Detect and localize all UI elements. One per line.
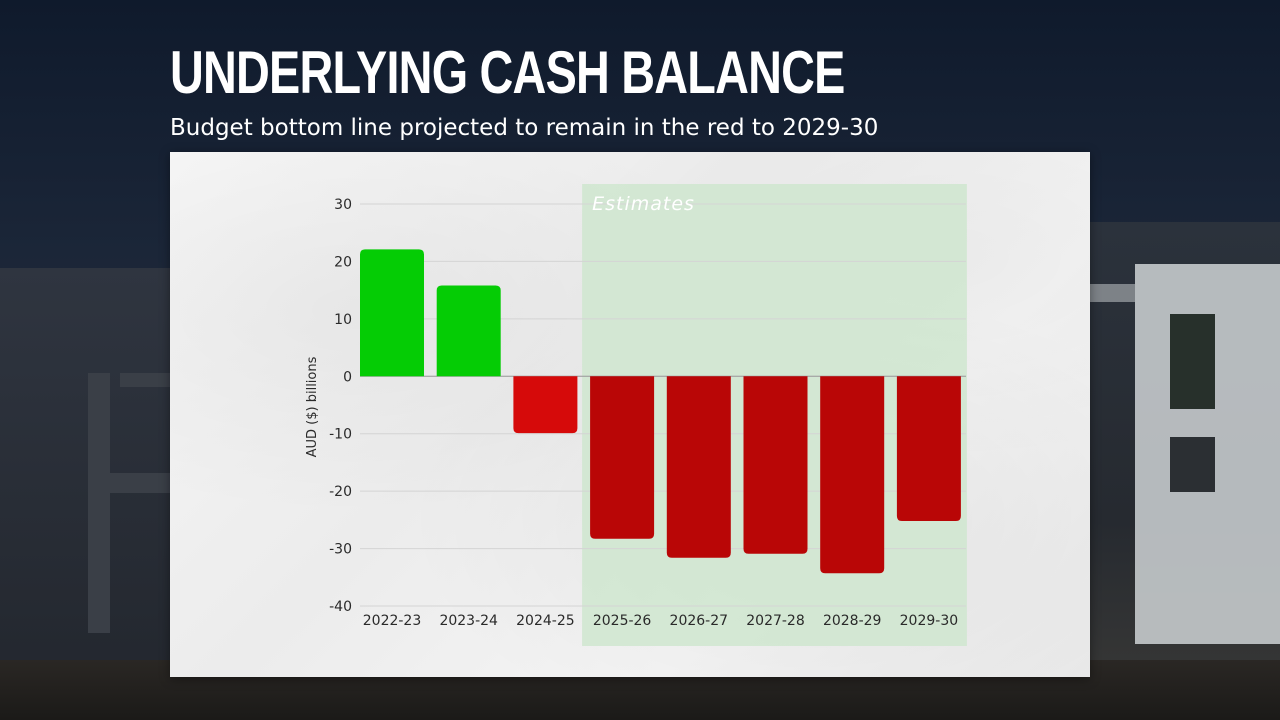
y-axis-label: AUD ($) billions bbox=[305, 356, 320, 457]
y-tick-label: -30 bbox=[329, 542, 352, 558]
y-tick-label: 0 bbox=[343, 369, 352, 385]
x-tick-label: 2029-30 bbox=[900, 613, 959, 629]
bar-2023-24 bbox=[436, 285, 501, 377]
x-tick-label: 2023-24 bbox=[439, 613, 498, 629]
y-tick-label: 20 bbox=[334, 254, 352, 270]
page-title: UNDERLYING CASH BALANCE bbox=[170, 39, 845, 106]
x-tick-label: 2024-25 bbox=[516, 613, 575, 629]
bar-2022-23 bbox=[360, 249, 424, 377]
bar-2024-25 bbox=[513, 376, 578, 434]
background-building-right bbox=[1085, 222, 1280, 720]
x-tick-label: 2022-23 bbox=[363, 613, 422, 629]
bar-2029-30 bbox=[896, 376, 961, 522]
x-tick-label: 2027-28 bbox=[746, 613, 805, 629]
bar-chart: Estimates 30 20 10 0 -10 -20 -30 -40 AUD ($) bill… bbox=[305, 184, 967, 646]
chart-panel: Estimates 30 20 10 0 -10 -20 -30 -40 AUD ($) bill… bbox=[170, 152, 1090, 677]
y-tick-label: -20 bbox=[329, 484, 352, 500]
x-tick-label: 2026-27 bbox=[670, 613, 729, 629]
bar-2028-29 bbox=[820, 376, 885, 574]
page-subtitle: Budget bottom line projected to remain i… bbox=[170, 115, 879, 141]
y-tick-label: 10 bbox=[334, 312, 352, 328]
bar-2027-28 bbox=[743, 376, 808, 554]
background-building-left bbox=[0, 268, 175, 720]
bar-2025-26 bbox=[590, 376, 655, 539]
estimates-annotation: Estimates bbox=[592, 193, 695, 215]
y-tick-label: -10 bbox=[329, 427, 352, 443]
x-tick-label: 2025-26 bbox=[593, 613, 652, 629]
x-tick-label: 2028-29 bbox=[823, 613, 882, 629]
bar-2026-27 bbox=[666, 376, 731, 558]
y-tick-label: -40 bbox=[329, 599, 352, 615]
y-tick-label: 30 bbox=[334, 197, 352, 213]
